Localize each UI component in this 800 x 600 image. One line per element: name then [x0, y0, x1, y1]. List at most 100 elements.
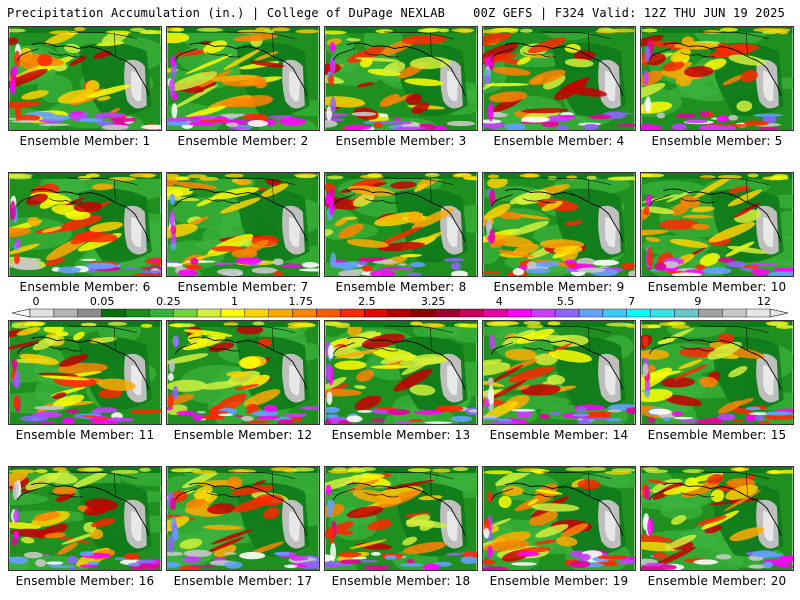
- ensemble-panel: [482, 320, 636, 425]
- ensemble-panel: [640, 26, 794, 131]
- colorbar-swatch: [578, 308, 604, 318]
- precip-map: [640, 26, 794, 131]
- precip-map: [166, 466, 320, 571]
- precip-map: [324, 466, 478, 571]
- precip-map: [8, 320, 162, 425]
- colorbar-swatch: [244, 308, 269, 318]
- precip-map: [8, 466, 162, 571]
- ensemble-member-label: Ensemble Member: 17: [173, 574, 313, 588]
- ensemble-panel: [324, 26, 478, 131]
- ensemble-member-label: Ensemble Member: 18: [331, 574, 471, 588]
- colorbar-swatch: [483, 308, 508, 318]
- ensemble-member-label: Ensemble Member: 16: [15, 574, 155, 588]
- colorbar-tick-label: 7: [628, 295, 636, 308]
- precip-map: [482, 26, 636, 131]
- colorbar-tick-label: 2.5: [358, 295, 376, 308]
- ensemble-member-label: Ensemble Member: 19: [489, 574, 629, 588]
- colorbar-tick-label: 9: [694, 295, 702, 308]
- ensemble-panel: [482, 26, 636, 131]
- ensemble-member-label: Ensemble Member: 4: [493, 134, 625, 148]
- precip-map: [640, 320, 794, 425]
- ensemble-panel: [324, 320, 478, 425]
- colorbar-swatch: [554, 308, 580, 318]
- precip-map: [324, 26, 478, 131]
- precip-map: [482, 172, 636, 277]
- colorbar-swatch: [220, 308, 246, 318]
- precip-map: [8, 26, 162, 131]
- run-info: 00Z GEFS | F324 Valid: 12Z THU JUN 19 20…: [473, 6, 785, 20]
- ensemble-member-label: Ensemble Member: 5: [651, 134, 783, 148]
- ensemble-member-label: Ensemble Member: 6: [19, 280, 151, 294]
- colorbar-swatch: [745, 308, 771, 318]
- colorbar: 0 0.05 0.25 1 1.75 2.5 3.25 4 5.5 7 9 12: [0, 295, 800, 323]
- ensemble-member-label: Ensemble Member: 3: [335, 134, 467, 148]
- colorbar-tick-label: 1.75: [288, 295, 313, 308]
- colorbar-swatch: [387, 308, 413, 318]
- ensemble-member-label: Ensemble Member: 11: [15, 428, 155, 442]
- precip-map: [166, 172, 320, 277]
- colorbar-swatch: [722, 308, 747, 318]
- colorbar-tick-label: 4: [495, 295, 503, 308]
- colorbar-swatch: [674, 308, 699, 318]
- colorbar-swatch: [101, 308, 126, 318]
- ensemble-panel: [8, 172, 162, 277]
- ensemble-panel: [640, 320, 794, 425]
- ensemble-member-label: Ensemble Member: 20: [647, 574, 787, 588]
- colorbar-swatch: [173, 308, 198, 318]
- ensemble-panel: [324, 172, 478, 277]
- ensemble-panel: [324, 466, 478, 571]
- precip-map: [8, 172, 162, 277]
- ensemble-member-label: Ensemble Member: 15: [647, 428, 787, 442]
- ensemble-member-label: Ensemble Member: 2: [177, 134, 309, 148]
- colorbar-swatch: [29, 308, 55, 318]
- colorbar-right-arrow: [769, 308, 789, 318]
- colorbar-swatch: [531, 308, 556, 318]
- colorbar-tick-label: 1: [231, 295, 239, 308]
- colorbar-swatch: [459, 308, 484, 318]
- precip-map: [166, 320, 320, 425]
- ensemble-member-label: Ensemble Member: 13: [331, 428, 471, 442]
- ensemble-panel: [482, 172, 636, 277]
- colorbar-swatch: [698, 308, 723, 318]
- ensemble-member-label: Ensemble Member: 8: [335, 280, 467, 294]
- ensemble-panel: [482, 466, 636, 571]
- ensemble-panel: [166, 466, 320, 571]
- colorbar-swatch: [650, 308, 675, 318]
- ensemble-panel: [8, 466, 162, 571]
- colorbar-swatch: [292, 308, 317, 318]
- precip-map: [324, 172, 478, 277]
- colorbar-tick-label: 0: [32, 295, 40, 308]
- colorbar-swatch: [77, 308, 102, 318]
- product-title: Precipitation Accumulation (in.) | Colle…: [7, 6, 446, 20]
- ensemble-member-label: Ensemble Member: 1: [19, 134, 151, 148]
- colorbar-swatch: [340, 308, 365, 318]
- colorbar-swatch: [507, 308, 532, 318]
- colorbar-swatch: [149, 308, 174, 318]
- colorbar-left-arrow: [11, 308, 31, 318]
- colorbar-swatch: [411, 308, 437, 318]
- ensemble-panel: [8, 320, 162, 425]
- colorbar-swatch: [196, 308, 222, 318]
- precip-map: [640, 172, 794, 277]
- ensemble-panel: [166, 26, 320, 131]
- colorbar-swatch: [53, 308, 78, 318]
- colorbar-swatch: [125, 308, 150, 318]
- precip-map: [640, 466, 794, 571]
- precip-map: [324, 320, 478, 425]
- ensemble-panel: [166, 320, 320, 425]
- ensemble-member-label: Ensemble Member: 10: [647, 280, 787, 294]
- colorbar-swatch: [363, 308, 389, 318]
- colorbar-tick-label: 0.25: [156, 295, 181, 308]
- colorbar-swatch: [602, 308, 627, 318]
- precip-map: [482, 320, 636, 425]
- colorbar-tick-label: 0.05: [89, 295, 115, 308]
- colorbar-swatch: [268, 308, 293, 318]
- colorbar-tick-label: 3.25: [420, 295, 446, 308]
- ensemble-member-label: Ensemble Member: 7: [177, 280, 309, 294]
- ensemble-panel: [640, 172, 794, 277]
- ensemble-panel: [640, 466, 794, 571]
- colorbar-tick-label: 12: [757, 295, 771, 308]
- ensemble-member-label: Ensemble Member: 9: [493, 280, 625, 294]
- colorbar-scale: [11, 308, 789, 318]
- colorbar-swatch: [316, 308, 341, 318]
